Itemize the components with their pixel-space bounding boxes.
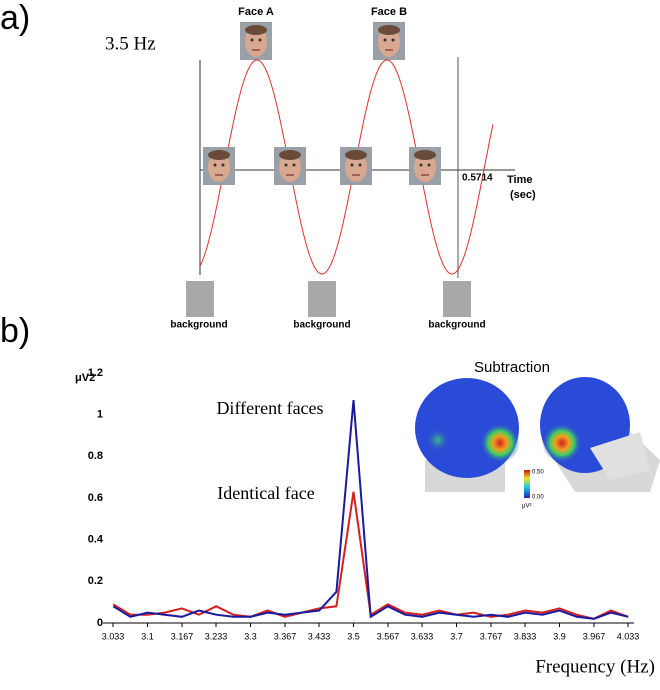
background-label: background — [170, 320, 227, 331]
axis-label: (sec) — [510, 189, 536, 201]
series-line — [112, 400, 629, 620]
x-tick-label: 3.9 — [553, 631, 566, 641]
background-label: background — [293, 320, 350, 331]
x-tick-label: 3.1 — [141, 631, 154, 641]
topography-inset: Subtraction 0.50 0.00 μV² — [415, 359, 660, 510]
face-image — [339, 146, 373, 186]
inset-title: Subtraction — [474, 359, 550, 376]
y-tick-label: 0.4 — [88, 534, 104, 546]
annotation: Different faces — [216, 398, 323, 418]
face-image — [273, 146, 307, 186]
face-label: Face A — [238, 6, 274, 18]
x-tick-label: 3.233 — [205, 631, 228, 641]
y-tick-label: 1 — [97, 409, 103, 421]
axis-label: Time — [507, 174, 532, 186]
x-tick-label: 3.767 — [480, 631, 503, 641]
x-tick-label: 3.633 — [411, 631, 434, 641]
y-axis-label: μV2 — [75, 372, 95, 384]
face-image — [202, 146, 236, 186]
time-mark: 0.5714 — [462, 173, 493, 184]
background-label: background — [428, 320, 485, 331]
x-tick-label: 4.033 — [617, 631, 640, 641]
y-tick-label: 0.2 — [88, 575, 103, 587]
y-tick-label: 0.8 — [88, 450, 103, 462]
frequency-label: 3.5 Hz — [105, 33, 156, 54]
x-tick-label: 3.433 — [308, 631, 331, 641]
x-tick-label: 3.3 — [244, 631, 257, 641]
background-image — [186, 281, 214, 317]
panel-a: a) 3.5 Hz Face A Face B 0.5714 Time (sec… — [0, 0, 536, 331]
face-image — [408, 146, 442, 186]
x-tick-label: 3.033 — [102, 631, 125, 641]
colorbar-label: 0.00 — [532, 495, 544, 501]
face-image — [372, 21, 406, 61]
annotation: Identical face — [217, 483, 314, 503]
colorbar-label: 0.50 — [532, 470, 544, 476]
x-tick-label: 3.367 — [274, 631, 297, 641]
x-tick-label: 3.567 — [377, 631, 400, 641]
colorbar-label: μV² — [522, 504, 531, 510]
y-tick-label: 0.6 — [88, 492, 103, 504]
chart: μV2 Frequency (Hz) Different faces Ident… — [75, 359, 660, 677]
x-tick-label: 3.167 — [171, 631, 194, 641]
y-tick-label: 1.2 — [88, 367, 103, 379]
panel-label: b) — [0, 312, 30, 350]
background-image — [308, 281, 336, 317]
x-tick-label: 3.7 — [450, 631, 463, 641]
face-label: Face B — [371, 6, 407, 18]
x-tick-label: 3.5 — [347, 631, 360, 641]
face-image — [239, 21, 273, 61]
x-tick-label: 3.833 — [514, 631, 537, 641]
sine-wave — [199, 59, 494, 275]
panel-label: a) — [0, 0, 30, 37]
series-line — [112, 491, 629, 620]
x-tick-label: 3.967 — [583, 631, 606, 641]
y-tick-label: 0 — [97, 617, 103, 629]
background-image — [443, 281, 471, 317]
x-axis-label: Frequency (Hz) — [535, 656, 655, 677]
